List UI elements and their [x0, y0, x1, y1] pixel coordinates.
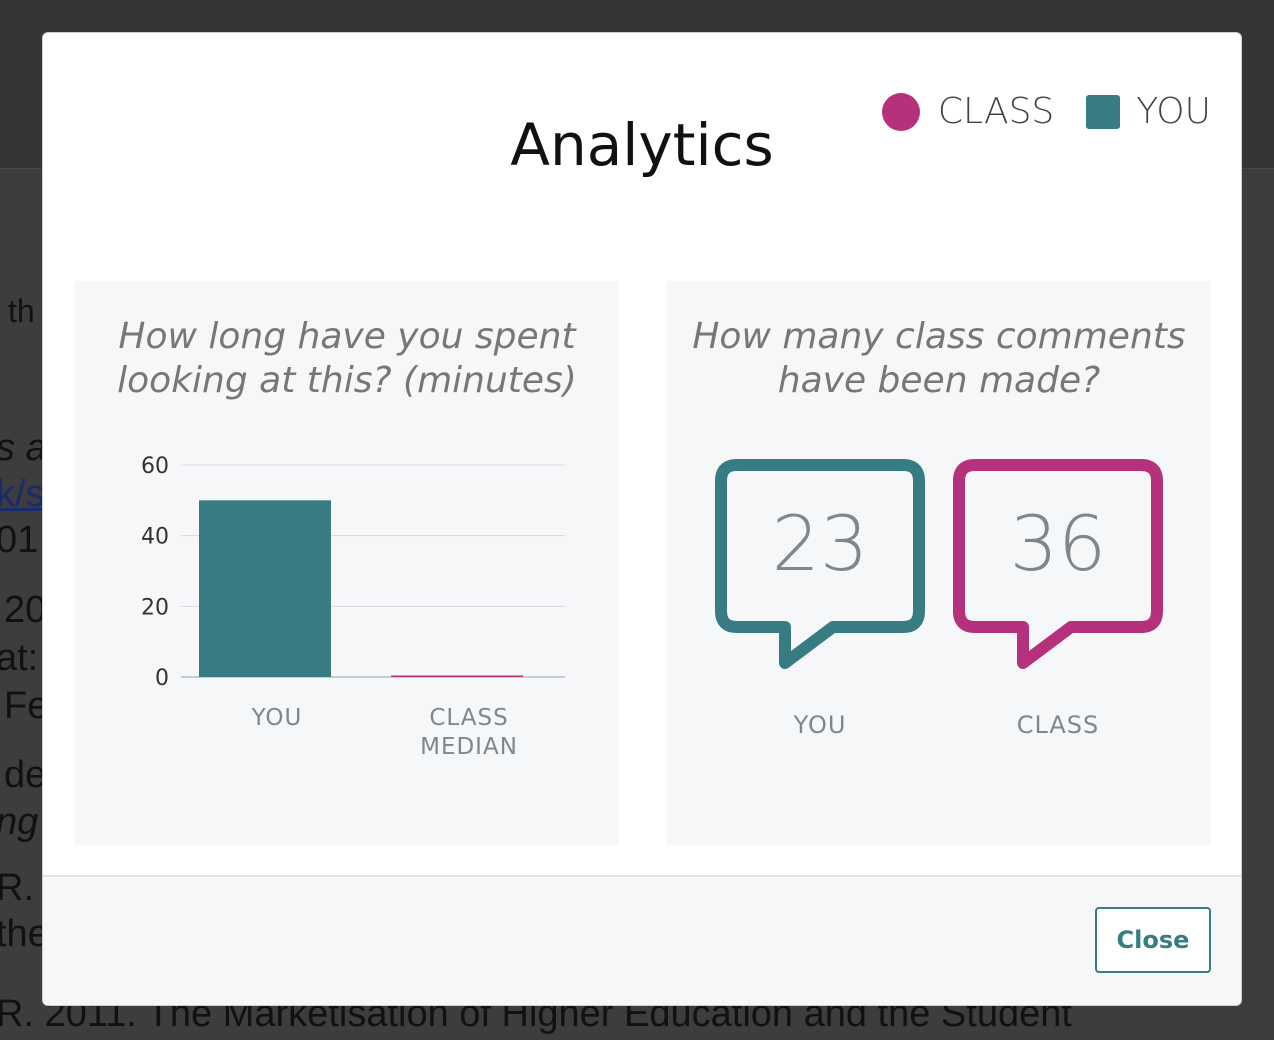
bar: [199, 500, 331, 677]
class-comment-label: CLASS: [1016, 711, 1100, 739]
time-spent-bar-chart: 0 20 40 60 YOU CLASS MEDIAN: [141, 454, 565, 760]
y-tick-label: 40: [141, 525, 169, 550]
modal-title: Analytics: [510, 111, 774, 179]
y-tick-label: 0: [155, 666, 169, 691]
x-tick-label: YOU: [251, 705, 303, 731]
you-comment-label: YOU: [793, 711, 847, 739]
background-text: th: [8, 293, 35, 329]
background-text: 20: [4, 589, 47, 631]
background-link[interactable]: k/s: [0, 473, 45, 515]
y-tick-label: 60: [141, 454, 169, 479]
legend-class: CLASS: [881, 91, 1055, 132]
class-comments: 36 CLASS: [953, 459, 1163, 739]
background-text: de: [4, 754, 47, 796]
speech-bubble-icon: [715, 459, 925, 669]
you-comments: 23 YOU: [715, 459, 925, 739]
background-text: 01: [0, 519, 39, 561]
legend-you-label: YOU: [1136, 91, 1211, 132]
time-spent-panel: How long have you spent looking at this?…: [75, 281, 619, 845]
x-tick-label: MEDIAN: [420, 734, 518, 760]
legend: CLASS YOU: [850, 91, 1211, 132]
close-button[interactable]: Close: [1095, 907, 1211, 973]
you-comment-count: 23: [771, 499, 869, 588]
analytics-modal: CLASS YOU Analytics How long have you sp…: [42, 32, 1242, 1006]
class-comment-count: 36: [1009, 499, 1107, 588]
class-dot-icon: [881, 92, 920, 131]
x-tick-label: CLASS: [429, 705, 508, 731]
background-text: at:: [0, 637, 39, 679]
speech-bubble-icon: [953, 459, 1163, 669]
background-text: R.: [0, 867, 34, 909]
background-text: s a: [0, 427, 47, 469]
legend-class-label: CLASS: [937, 91, 1055, 132]
modal-footer: Close: [43, 875, 1241, 1005]
legend-you: YOU: [1086, 91, 1211, 132]
comments-question: How many class comments have been made?: [692, 316, 1186, 401]
time-spent-question: How long have you spent looking at this?…: [117, 316, 577, 401]
y-tick-label: 20: [141, 595, 169, 620]
background-text: ng: [0, 801, 39, 843]
bar: [391, 675, 523, 677]
comments-panel: How many class comments have been made? …: [667, 281, 1211, 845]
background-text: Fe: [4, 685, 49, 727]
background-text: the: [0, 913, 49, 955]
you-square-icon: [1086, 94, 1121, 129]
